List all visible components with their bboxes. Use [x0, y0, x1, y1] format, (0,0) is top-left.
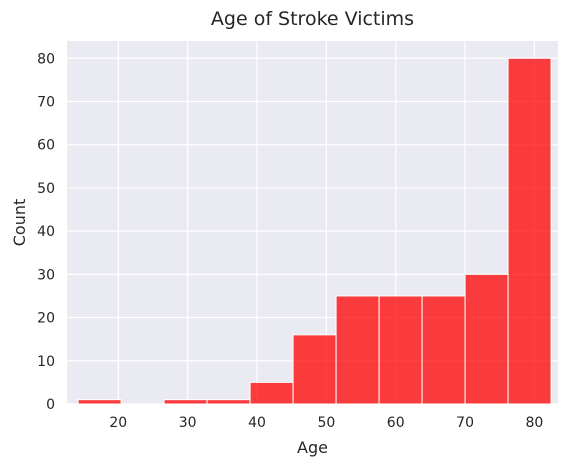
x-tick-label: 70 [456, 415, 474, 431]
y-tick-label: 70 [37, 95, 55, 111]
histogram-bar [507, 57, 552, 405]
histogram-bar [421, 295, 466, 405]
y-tick-label: 20 [37, 311, 55, 327]
y-tick-label: 10 [37, 354, 55, 370]
histogram-bar [292, 334, 337, 405]
histogram-bars [77, 57, 552, 405]
x-tick-label: 80 [526, 415, 544, 431]
x-tick-label: 20 [109, 415, 127, 431]
histogram-bar [77, 399, 122, 405]
x-tick-label: 50 [317, 415, 335, 431]
histogram-bar [206, 399, 251, 405]
chart-title: Age of Stroke Victims [211, 8, 414, 30]
y-tick-label: 50 [37, 181, 55, 197]
histogram-bar [464, 273, 509, 405]
histogram-bar [249, 381, 294, 405]
histogram-bar [335, 295, 380, 405]
y-tick-label: 60 [37, 138, 55, 154]
histogram-bar [163, 399, 208, 405]
x-axis-label: Age [297, 438, 328, 457]
x-tick-label: 60 [387, 415, 405, 431]
x-axis-ticks: 20 30 40 50 60 70 80 [109, 415, 543, 431]
y-tick-label: 40 [37, 224, 55, 240]
histogram-bar [378, 295, 423, 405]
y-tick-label: 0 [46, 397, 55, 413]
y-axis-label: Count [10, 199, 29, 247]
y-tick-label: 80 [37, 51, 55, 67]
y-axis-ticks: 0 10 20 30 40 50 60 70 80 [37, 51, 55, 413]
y-tick-label: 30 [37, 267, 55, 283]
x-tick-label: 30 [179, 415, 197, 431]
x-tick-label: 40 [248, 415, 266, 431]
